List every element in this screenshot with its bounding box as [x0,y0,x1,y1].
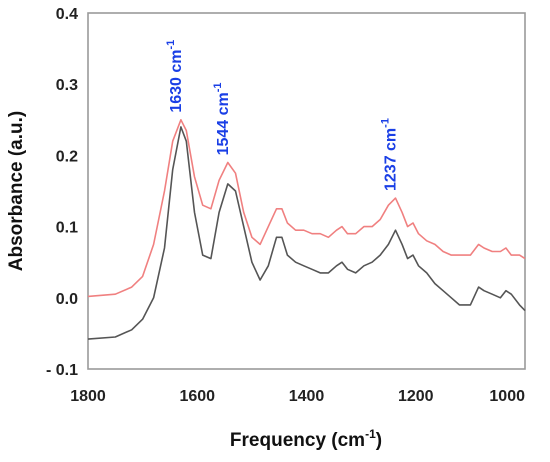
peak-annotation: 1630 cm-1 [165,40,185,113]
peak-annotation: 1237 cm-1 [380,118,400,191]
y-tick-label: 0.0 [56,291,78,308]
x-axis-title-main: Frequency (cm [230,430,365,451]
x-tick-label: 1400 [289,388,325,405]
x-axis-title: Frequency (cm-1) [230,427,382,451]
y-tick-label: 0.3 [56,77,78,94]
y-tick-label: 0.4 [56,6,78,23]
x-tick-label: 1200 [398,388,434,405]
spectrum-line-2 [87,126,526,340]
x-axis-title-tail: ) [376,430,382,451]
peak-annotations: 1630 cm-1 1544 cm-1 1237 cm-1 [165,40,400,191]
plot-frame [87,12,526,370]
y-tick-label: 0.1 [56,220,78,237]
x-tick-label: 1800 [70,388,106,405]
spectrum-line-1 [87,119,526,298]
y-tick-label: 0.2 [56,148,78,165]
x-tick-labels: 1800 1600 1400 1200 1000 [70,388,525,405]
x-axis-title-sup: -1 [365,427,376,441]
y-tick-labels: - 0.1 0.0 0.1 0.2 0.3 0.4 [46,6,78,379]
y-tick-label: - 0.1 [46,362,78,379]
y-axis-title: Absorbance (a.u.) [6,111,27,271]
x-tick-label: 1000 [489,388,525,405]
series-layer [87,119,526,340]
peak-annotation: 1544 cm-1 [212,82,232,155]
x-tick-label: 1600 [179,388,215,405]
